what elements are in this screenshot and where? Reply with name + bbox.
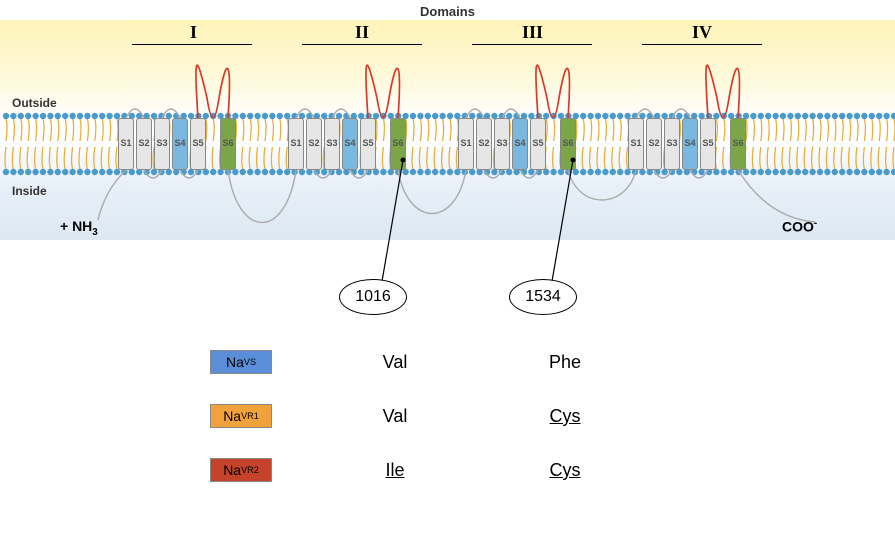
legend-cell-0-1: Phe (485, 352, 645, 373)
segment-I-S6 (220, 118, 236, 170)
domain-underline-IV (642, 44, 762, 45)
segment-IV-S6 (730, 118, 746, 170)
legend-row-1: NaVR1 (210, 404, 272, 428)
segment-II-S5 (360, 118, 376, 170)
segment-III-S3 (494, 118, 510, 170)
segment-IV-S1 (628, 118, 644, 170)
c-terminal: COO- (782, 218, 817, 235)
legend-cell-1-0: Val (315, 406, 475, 427)
domain-label-II: II (355, 22, 369, 43)
segment-II-S3 (324, 118, 340, 170)
segment-II-S6 (390, 118, 406, 170)
legend-row-0: NaVS (210, 350, 272, 374)
domain-label-IV: IV (692, 22, 712, 43)
domain-label-III: III (522, 22, 543, 43)
legend-cell-0-0: Val (315, 352, 475, 373)
segment-I-S1 (118, 118, 134, 170)
segment-I-S4 (172, 118, 188, 170)
segment-III-S6 (560, 118, 576, 170)
label-inside: Inside (12, 184, 47, 198)
domain-underline-I (132, 44, 252, 45)
position-1534: 1534 (509, 279, 577, 315)
segment-IV-S2 (646, 118, 662, 170)
channel-diagram: Domains Outside Inside S1S2S3S4S5S6S1S2S… (0, 0, 895, 260)
segment-II-S1 (288, 118, 304, 170)
segment-IV-S3 (664, 118, 680, 170)
label-outside: Outside (12, 96, 57, 110)
position-1016: 1016 (339, 279, 407, 315)
segment-III-S4 (512, 118, 528, 170)
segment-II-S2 (306, 118, 322, 170)
segment-I-S3 (154, 118, 170, 170)
segment-III-S1 (458, 118, 474, 170)
legend-swatch-1: NaVR1 (210, 404, 272, 428)
domain-label-I: I (190, 22, 197, 43)
segment-III-S2 (476, 118, 492, 170)
legend-cell-1-1: Cys (485, 406, 645, 427)
domain-underline-III (472, 44, 592, 45)
n-terminal: + NH3 (60, 218, 98, 238)
legend-cell-2-1: Cys (485, 460, 645, 481)
legend-row-2: NaVR2 (210, 458, 272, 482)
domain-underline-II (302, 44, 422, 45)
segment-IV-S4 (682, 118, 698, 170)
gradient-background (0, 20, 895, 240)
segment-IV-S5 (700, 118, 716, 170)
segment-II-S4 (342, 118, 358, 170)
segment-III-S5 (530, 118, 546, 170)
legend-swatch-0: NaVS (210, 350, 272, 374)
segment-I-S2 (136, 118, 152, 170)
domains-title: Domains (0, 4, 895, 19)
segment-I-S5 (190, 118, 206, 170)
legend-cell-2-0: Ile (315, 460, 475, 481)
legend-swatch-2: NaVR2 (210, 458, 272, 482)
